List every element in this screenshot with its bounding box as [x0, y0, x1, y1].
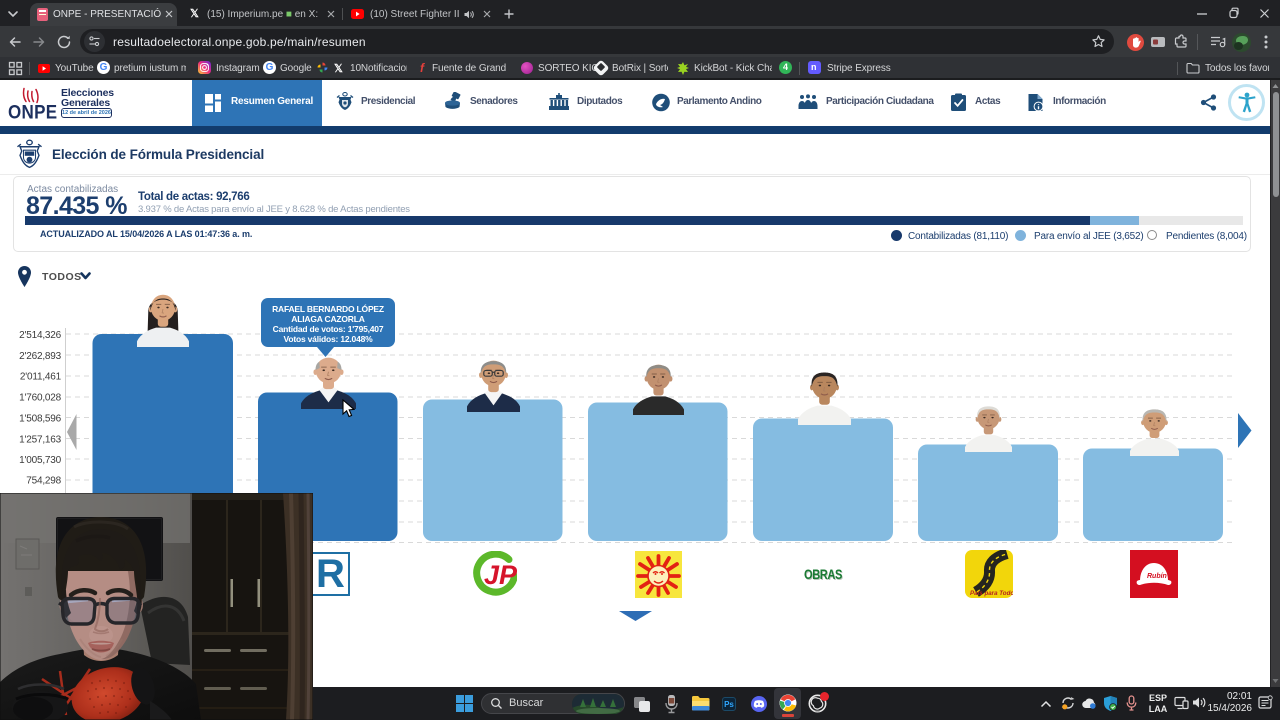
- svg-text:1'508,596: 1'508,596: [19, 414, 61, 425]
- svg-text:JP: JP: [484, 560, 517, 590]
- svg-text:1'005,730: 1'005,730: [19, 455, 61, 466]
- svg-text:Rubín: Rubín: [1147, 573, 1167, 580]
- svg-text:2'262,893: 2'262,893: [19, 351, 61, 362]
- svg-text:1'257,163: 1'257,163: [19, 435, 61, 446]
- svg-text:2'011,461: 2'011,461: [20, 372, 62, 383]
- svg-text:1'760,028: 1'760,028: [19, 393, 61, 404]
- svg-text:2'514,326: 2'514,326: [19, 330, 61, 341]
- svg-text:País para Todos: País para Todos: [970, 590, 1013, 597]
- svg-text:754,298: 754,298: [26, 476, 61, 487]
